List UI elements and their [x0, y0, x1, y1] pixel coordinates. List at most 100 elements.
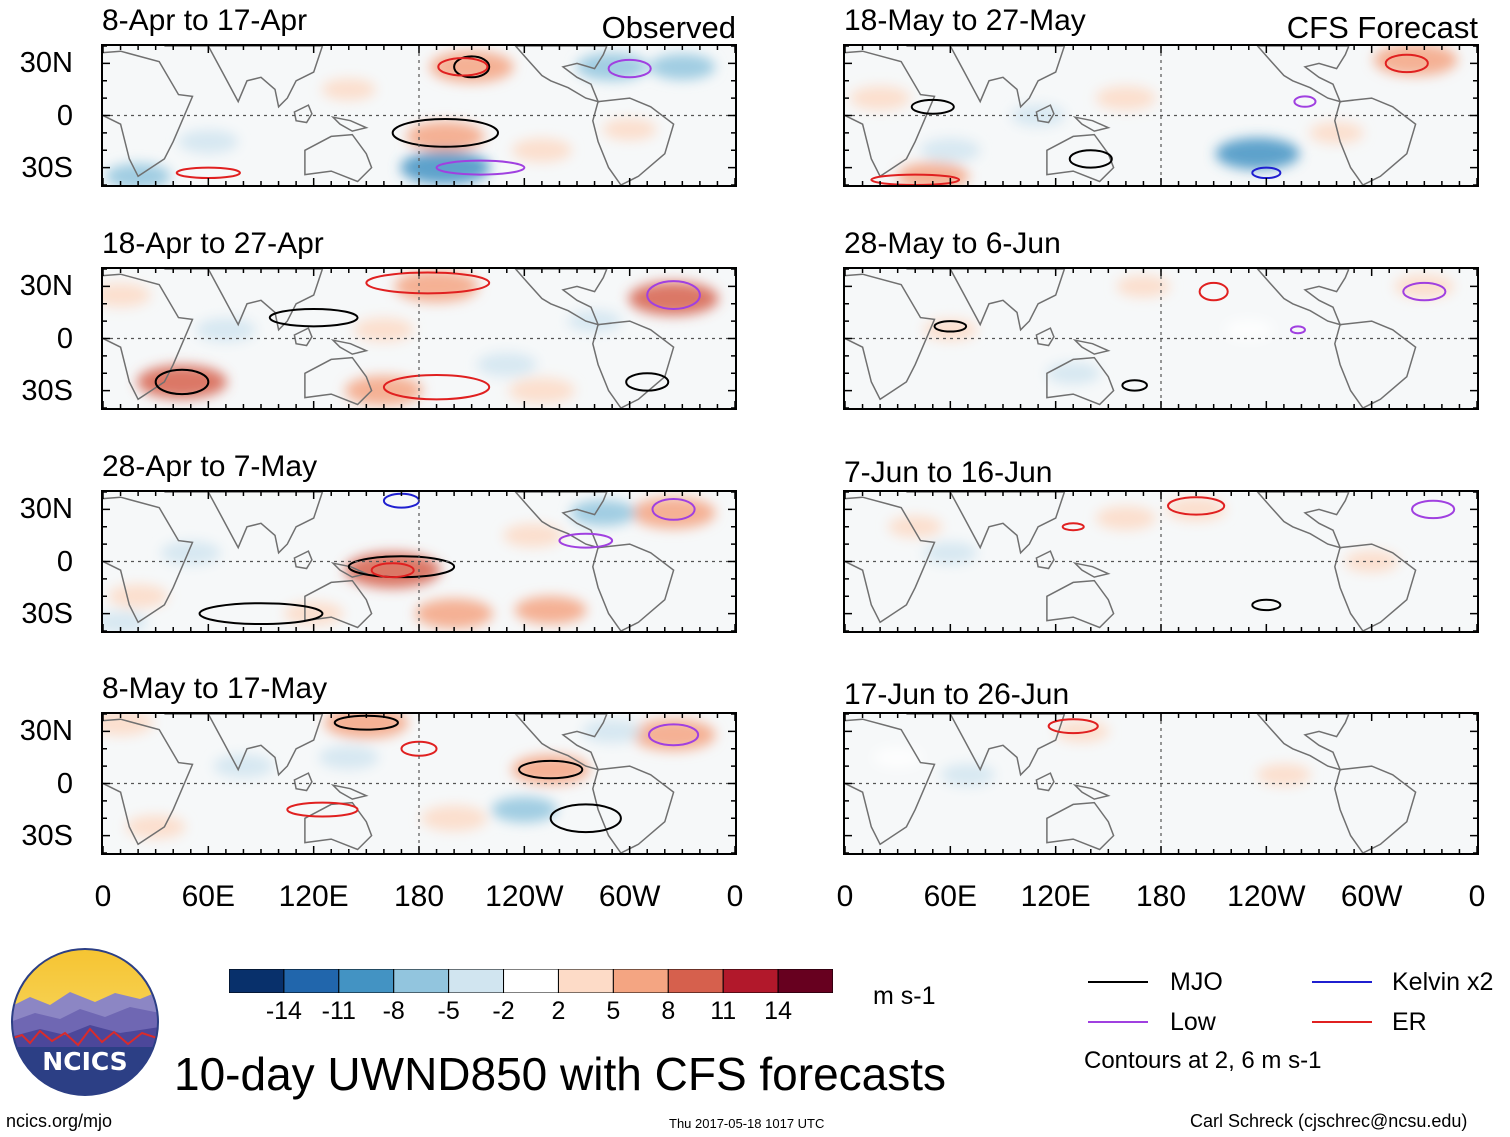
continent-outline-1	[164, 714, 324, 777]
lon-label: 120W	[485, 880, 564, 913]
continent-outline-1	[906, 269, 1066, 332]
wind-anomaly-field	[888, 497, 1399, 573]
continent-outline-0	[845, 718, 936, 846]
footer-url[interactable]: ncics.org/mjo	[6, 1111, 113, 1131]
contour-loop-2	[1251, 598, 1282, 612]
contour-loop-4	[1068, 149, 1113, 169]
continent-outline-1	[164, 492, 324, 555]
continent-outline-3	[293, 772, 313, 792]
lat-label: 0	[56, 322, 73, 355]
anomaly-blob-0	[1095, 506, 1156, 531]
continent-outline-3	[293, 104, 313, 124]
continent-outline-6	[592, 97, 675, 185]
lon-label: 0	[836, 880, 854, 913]
axis-ticks	[103, 269, 735, 408]
anomaly-blob-4	[1095, 86, 1156, 111]
footer-credit: Carl Schreck (cjschrec@ncsu.edu)	[1190, 1111, 1468, 1131]
legend-label-kelvin: Kelvin x2	[1392, 968, 1494, 996]
panel-title-observed-2: 18-Apr to 27-Apr	[102, 227, 324, 260]
continent-outline-2	[1046, 356, 1115, 406]
anomaly-blob-4	[1224, 319, 1273, 340]
continent-outline-6	[592, 320, 675, 408]
continent-outline-6	[1334, 97, 1417, 185]
anomaly-blob-7	[195, 317, 256, 342]
colorbar-label: 5	[606, 997, 621, 1025]
contour-loop-4	[435, 159, 526, 176]
colorbar-swatch	[503, 968, 559, 994]
lat-label: 0	[56, 99, 73, 132]
axis-ticks	[103, 492, 735, 631]
contour-loop-3	[1121, 379, 1148, 392]
panel-title-observed-3: 28-Apr to 7-May	[102, 450, 318, 483]
panel-map-3	[103, 714, 735, 853]
anomaly-blob-3	[491, 796, 558, 823]
lon-label: 0	[1468, 880, 1486, 913]
anomaly-blob-8	[105, 163, 172, 185]
contour-loop-5	[870, 173, 961, 185]
contour-loop-4	[549, 803, 622, 834]
continent-outline-6	[592, 765, 675, 853]
anomaly-blob-1	[415, 598, 494, 629]
wind-anomaly-field	[873, 720, 1311, 786]
anomaly-blob-1	[406, 121, 485, 152]
anomaly-blob-0	[344, 552, 441, 589]
panel-title-observed-1: 8-Apr to 17-Apr	[102, 4, 308, 37]
continent-outline-1	[906, 714, 1066, 777]
contour-loop-3	[268, 307, 359, 328]
contour-loop-0	[453, 55, 491, 79]
anomaly-blob-0	[1055, 720, 1109, 743]
wind-anomaly-field	[103, 496, 716, 631]
colorbar-label: 8	[661, 997, 676, 1025]
colorbar-swatches	[228, 968, 834, 994]
contour-loop-1	[437, 57, 489, 77]
contour-loop-1	[1411, 499, 1456, 520]
anomaly-blob-2	[940, 763, 995, 786]
legend-label-low: Low	[1170, 1008, 1216, 1036]
lat-label: 30N	[19, 715, 73, 748]
continent-outline-2	[1046, 579, 1115, 629]
map-panel-observed-2	[101, 267, 737, 410]
colorbar-label: -5	[437, 997, 460, 1025]
continent-outline-2	[304, 133, 373, 183]
anomaly-blob-3	[1046, 362, 1101, 385]
lon-label: 60E	[923, 880, 978, 913]
anomaly-blob-0	[1373, 46, 1458, 76]
continent-outline-2	[304, 356, 373, 406]
anomaly-blob-2	[923, 541, 978, 564]
anomaly-blob-5	[178, 129, 239, 154]
contour-loop-5	[286, 801, 359, 818]
continent-outline-3	[293, 550, 313, 570]
continent-outline-1	[164, 46, 324, 109]
anomaly-blob-6	[1309, 121, 1364, 144]
lat-label: 30S	[21, 819, 73, 852]
continent-outline-3	[1035, 550, 1055, 570]
lon-label: 60E	[181, 880, 236, 913]
continent-outline-5	[1256, 46, 1350, 103]
contour-loop-4	[651, 497, 696, 521]
anomaly-blob-5	[476, 352, 537, 377]
colorbar-swatch	[777, 968, 834, 994]
continent-outline-4	[330, 561, 369, 578]
colorbar-swatch	[722, 968, 779, 994]
continent-outline-5	[514, 269, 608, 326]
colorbar-swatch	[393, 968, 450, 994]
continent-outline-2	[1046, 133, 1115, 183]
colorbar-swatch	[283, 968, 340, 994]
colorbar-label: 2	[551, 997, 566, 1025]
continent-outline-6	[1334, 543, 1417, 631]
colorbar-label: -11	[321, 997, 356, 1025]
lat-label: 30S	[21, 151, 73, 184]
anomaly-blob-1	[1215, 137, 1300, 170]
axis-ticks	[103, 46, 735, 185]
anomaly-blob-7	[108, 584, 169, 609]
continent-outline-5	[514, 492, 608, 549]
colorbar-swatch	[557, 968, 614, 994]
anomaly-blob-4	[888, 515, 943, 538]
anomaly-blob-5	[850, 86, 911, 111]
anomaly-blob-4	[570, 499, 637, 526]
axis-ticks	[845, 714, 1477, 853]
continent-outline-1	[164, 269, 324, 332]
panel-title-observed-4: 8-May to 17-May	[102, 672, 328, 705]
colorbar-label: -8	[382, 997, 405, 1025]
lon-label: 0	[94, 880, 112, 913]
